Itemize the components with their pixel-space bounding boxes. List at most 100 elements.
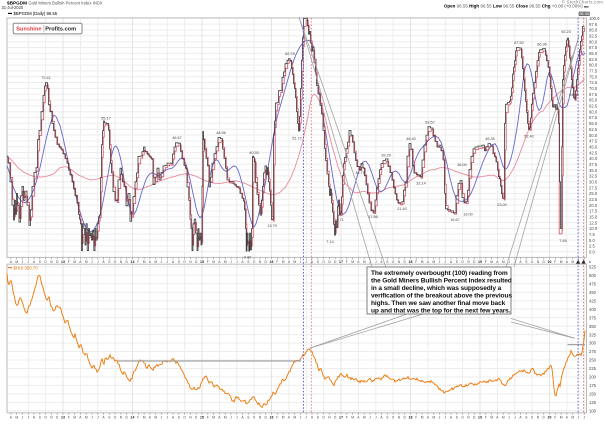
svg-text:N: N bbox=[467, 260, 470, 264]
svg-text:J: J bbox=[27, 416, 29, 420]
svg-text:J: J bbox=[305, 416, 307, 420]
svg-text:M: M bbox=[560, 260, 563, 264]
svg-text:F: F bbox=[207, 416, 209, 420]
svg-text:© StockCharts.com: © StockCharts.com bbox=[562, 0, 603, 5]
svg-text:O: O bbox=[114, 260, 117, 264]
svg-text:N: N bbox=[398, 416, 401, 420]
svg-text:J: J bbox=[236, 260, 238, 264]
svg-text:M: M bbox=[15, 416, 18, 420]
svg-text:Profits.com: Profits.com bbox=[45, 27, 76, 33]
svg-text:M: M bbox=[421, 416, 424, 420]
svg-text:O: O bbox=[392, 260, 395, 264]
svg-text:S: S bbox=[456, 260, 459, 264]
svg-text:J: J bbox=[578, 260, 580, 264]
svg-text:M: M bbox=[282, 416, 285, 420]
svg-text:A: A bbox=[450, 416, 453, 420]
svg-text:14: 14 bbox=[131, 416, 135, 420]
svg-text:M: M bbox=[143, 260, 146, 264]
svg-text:O: O bbox=[183, 416, 186, 420]
svg-text:20.0: 20.0 bbox=[589, 203, 598, 208]
svg-text:up and that was the top for th: up and that was the top for the next few… bbox=[371, 308, 511, 315]
svg-text:42.5: 42.5 bbox=[589, 150, 598, 155]
svg-text:$BPGDM (Daily) 96.55: $BPGDM (Daily) 96.55 bbox=[14, 11, 58, 16]
svg-text:N: N bbox=[259, 260, 262, 264]
svg-text:J: J bbox=[578, 416, 580, 420]
svg-text:14: 14 bbox=[131, 260, 135, 264]
svg-text:30.0: 30.0 bbox=[589, 179, 598, 184]
svg-text:A: A bbox=[218, 260, 221, 264]
svg-text:325: 325 bbox=[589, 332, 597, 337]
svg-text:D: D bbox=[265, 260, 268, 264]
svg-text:J: J bbox=[369, 260, 371, 264]
svg-text:425: 425 bbox=[589, 298, 597, 303]
svg-text:19: 19 bbox=[478, 416, 482, 420]
svg-text:O: O bbox=[461, 260, 464, 264]
svg-text:A: A bbox=[357, 260, 360, 264]
svg-text:300: 300 bbox=[589, 341, 597, 346]
svg-text:S: S bbox=[247, 416, 250, 420]
svg-text:M: M bbox=[154, 416, 157, 420]
svg-text:100: 100 bbox=[589, 409, 597, 414]
svg-text:40.33: 40.33 bbox=[249, 151, 259, 155]
svg-text:0.00: 0.00 bbox=[244, 255, 251, 259]
svg-text:S: S bbox=[456, 416, 459, 420]
svg-text:F: F bbox=[68, 260, 70, 264]
svg-text:A: A bbox=[172, 416, 175, 420]
svg-text:A: A bbox=[33, 260, 36, 264]
svg-text:A: A bbox=[427, 416, 430, 420]
svg-text:57.5: 57.5 bbox=[589, 115, 598, 120]
svg-text:S: S bbox=[39, 416, 42, 420]
svg-text:O: O bbox=[392, 416, 395, 420]
svg-text:32.14: 32.14 bbox=[416, 182, 426, 186]
svg-text:A: A bbox=[357, 416, 360, 420]
svg-text:O: O bbox=[114, 416, 117, 420]
svg-text:23.00: 23.00 bbox=[497, 203, 507, 207]
svg-text:D: D bbox=[56, 260, 59, 264]
svg-text:19.00: 19.00 bbox=[463, 213, 473, 217]
svg-text:O: O bbox=[322, 260, 325, 264]
svg-text:S: S bbox=[178, 416, 181, 420]
svg-text:S: S bbox=[525, 260, 528, 264]
svg-text:The extremely overbought (100): The extremely overbought (100) reading f… bbox=[371, 270, 508, 277]
svg-text:J: J bbox=[300, 416, 302, 420]
svg-text:J: J bbox=[166, 416, 168, 420]
svg-text:64.00: 64.00 bbox=[569, 93, 579, 97]
svg-text:A: A bbox=[380, 416, 383, 420]
svg-text:J: J bbox=[369, 416, 371, 420]
svg-text:J: J bbox=[514, 416, 516, 420]
svg-text:S: S bbox=[386, 416, 389, 420]
svg-text:125: 125 bbox=[589, 400, 597, 405]
svg-text:S: S bbox=[386, 260, 389, 264]
svg-text:J: J bbox=[300, 260, 302, 264]
svg-text:225: 225 bbox=[589, 366, 597, 371]
svg-text:97.5: 97.5 bbox=[589, 22, 598, 27]
svg-text:75.0: 75.0 bbox=[589, 74, 598, 79]
svg-text:D: D bbox=[265, 416, 268, 420]
svg-text:F: F bbox=[276, 416, 278, 420]
svg-text:A: A bbox=[102, 260, 105, 264]
svg-text:in a small decline, which was: in a small decline, which was supposedly… bbox=[371, 285, 502, 292]
svg-text:35.0: 35.0 bbox=[589, 168, 598, 173]
svg-text:J: J bbox=[97, 416, 99, 420]
svg-text:A: A bbox=[241, 416, 244, 420]
svg-text:F: F bbox=[415, 260, 417, 264]
svg-text:F: F bbox=[485, 260, 487, 264]
svg-text:150: 150 bbox=[589, 392, 597, 397]
svg-text:92.23: 92.23 bbox=[561, 30, 571, 34]
svg-text:500: 500 bbox=[589, 273, 597, 278]
svg-text:J: J bbox=[161, 260, 163, 264]
svg-text:highs. Then we saw another fin: highs. Then we saw another final move ba… bbox=[371, 300, 506, 307]
svg-text:J: J bbox=[236, 416, 238, 420]
svg-text:D: D bbox=[334, 260, 337, 264]
svg-text:N: N bbox=[537, 260, 540, 264]
svg-text:D: D bbox=[473, 260, 476, 264]
svg-text:27.5: 27.5 bbox=[589, 185, 598, 190]
svg-text:72.5: 72.5 bbox=[589, 80, 598, 85]
svg-text:D: D bbox=[543, 416, 546, 420]
svg-text:M: M bbox=[224, 260, 227, 264]
svg-text:J: J bbox=[230, 260, 232, 264]
svg-text:A: A bbox=[79, 260, 82, 264]
svg-text:7.65: 7.65 bbox=[559, 239, 566, 243]
svg-text:F: F bbox=[276, 260, 278, 264]
svg-text:S: S bbox=[525, 416, 528, 420]
